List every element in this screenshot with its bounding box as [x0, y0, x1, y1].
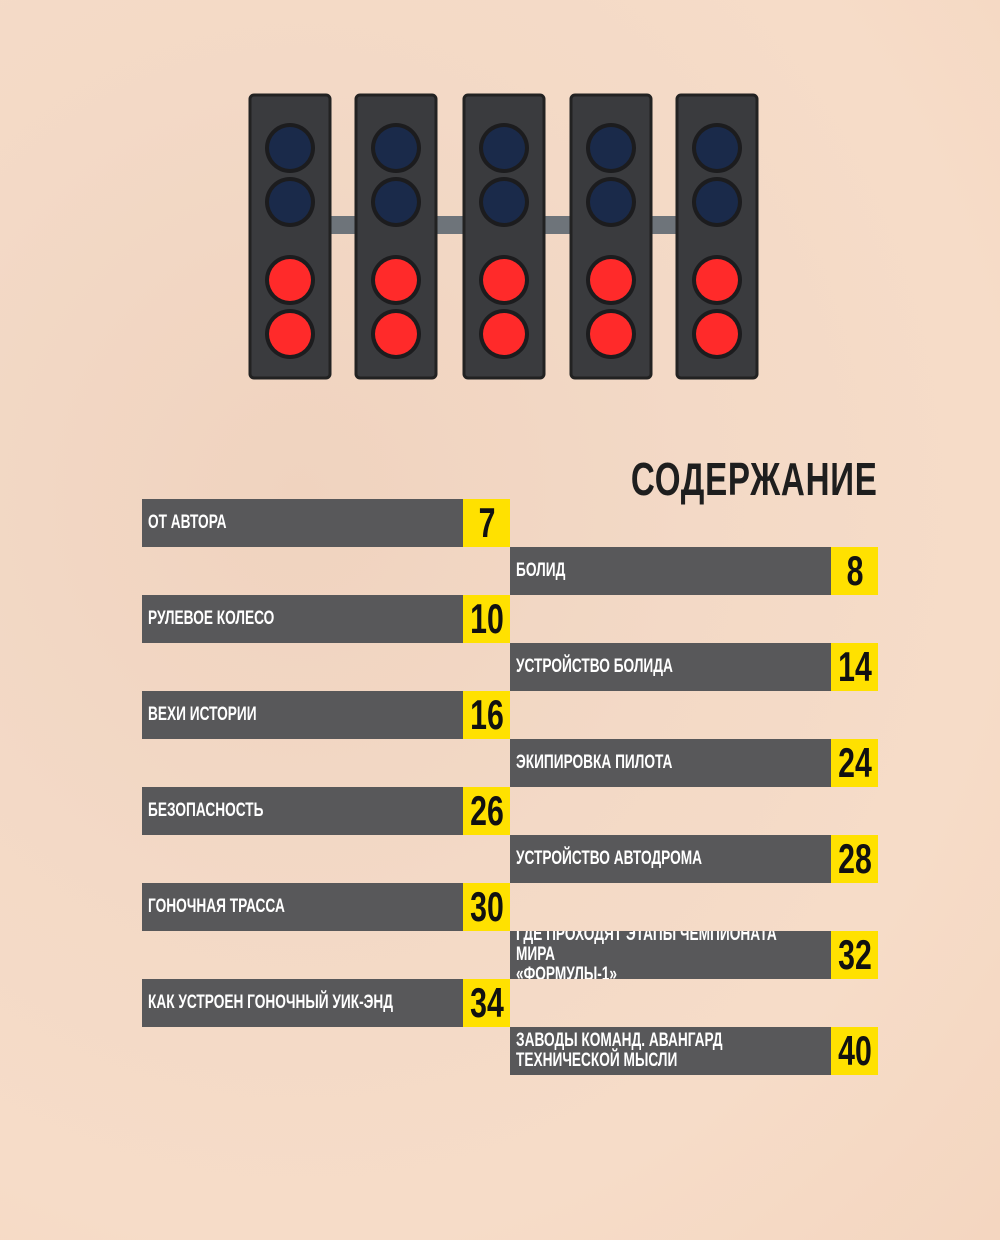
entry-title-text: ВЕХИ ИСТОРИИ	[148, 704, 257, 725]
entry-title-text: УСТРОЙСТВО АВТОДРОМА	[516, 848, 703, 869]
entry-title: КАК УСТРОЕН ГОНОЧНЫЙ УИК-ЭНД	[142, 979, 463, 1027]
traffic-lights-illustration	[248, 93, 759, 380]
red-light	[590, 313, 632, 355]
traffic-light-icon	[569, 93, 653, 380]
blue-light	[269, 127, 311, 169]
red-light	[590, 259, 632, 301]
toc-entry[interactable]: ВЕХИ ИСТОРИИ 16	[142, 691, 510, 739]
red-light	[375, 313, 417, 355]
page-number-text: 24	[837, 739, 872, 786]
entry-title-text: БОЛИД	[516, 560, 566, 581]
page-number-text: 32	[837, 931, 872, 978]
red-light	[696, 259, 738, 301]
traffic-light-icon	[675, 93, 759, 380]
page-number-text: 30	[469, 883, 504, 930]
page-number: 24	[831, 739, 878, 787]
red-light	[483, 259, 525, 301]
entry-title-text: РУЛЕВОЕ КОЛЕСО	[148, 608, 275, 629]
page-number-text: 14	[837, 643, 872, 690]
blue-light	[696, 127, 738, 169]
traffic-light-icon	[354, 93, 438, 380]
blue-light	[375, 181, 417, 223]
toc-entry[interactable]: ЭКИПИРОВКА ПИЛОТА 24	[510, 739, 878, 787]
page-number: 10	[463, 595, 510, 643]
entry-title: УСТРОЙСТВО БОЛИДА	[510, 643, 831, 691]
entry-title: ВЕХИ ИСТОРИИ	[142, 691, 463, 739]
red-light	[269, 313, 311, 355]
entry-title-text: ОТ АВТОРА	[148, 512, 227, 533]
entry-title-text: УСТРОЙСТВО БОЛИДА	[516, 656, 673, 677]
page-number: 40	[831, 1027, 878, 1075]
page-number-text: 28	[837, 835, 872, 882]
blue-light	[483, 127, 525, 169]
toc-entry[interactable]: БОЛИД 8	[510, 547, 878, 595]
entry-title: ЗАВОДЫ КОМАНД. АВАНГАРД ТЕХНИЧЕСКОЙ МЫСЛ…	[510, 1027, 831, 1075]
entry-title-text: ГДЕ ПРОХОДЯТ ЭТАПЫ ЧЕМПИОНАТА МИРА «ФОРМ…	[516, 931, 777, 979]
page-number: 28	[831, 835, 878, 883]
toc-entry[interactable]: ГОНОЧНАЯ ТРАССА 30	[142, 883, 510, 931]
blue-light	[696, 181, 738, 223]
page-number-text: 34	[469, 979, 504, 1026]
entry-title: ГОНОЧНАЯ ТРАССА	[142, 883, 463, 931]
entry-title: УСТРОЙСТВО АВТОДРОМА	[510, 835, 831, 883]
blue-light	[590, 127, 632, 169]
page-number: 14	[831, 643, 878, 691]
red-light	[269, 259, 311, 301]
page-number: 16	[463, 691, 510, 739]
page-number: 30	[463, 883, 510, 931]
entry-title: БОЛИД	[510, 547, 831, 595]
page-number: 8	[831, 547, 878, 595]
blue-light	[483, 181, 525, 223]
page-number: 32	[831, 931, 878, 979]
toc-entry[interactable]: ГДЕ ПРОХОДЯТ ЭТАПЫ ЧЕМПИОНАТА МИРА «ФОРМ…	[510, 931, 878, 979]
page-number-text: 10	[469, 595, 504, 642]
toc-entry[interactable]: ЗАВОДЫ КОМАНД. АВАНГАРД ТЕХНИЧЕСКОЙ МЫСЛ…	[510, 1027, 878, 1075]
toc-entry[interactable]: БЕЗОПАСНОСТЬ 26	[142, 787, 510, 835]
entry-title: БЕЗОПАСНОСТЬ	[142, 787, 463, 835]
entry-title: ОТ АВТОРА	[142, 499, 463, 547]
page-title: СОДЕРЖАНИЕ	[631, 453, 878, 505]
blue-light	[375, 127, 417, 169]
blue-light	[590, 181, 632, 223]
entry-title: РУЛЕВОЕ КОЛЕСО	[142, 595, 463, 643]
red-light	[375, 259, 417, 301]
entry-title-text: ЭКИПИРОВКА ПИЛОТА	[516, 752, 673, 773]
traffic-light-icon	[462, 93, 546, 380]
toc-entry[interactable]: КАК УСТРОЕН ГОНОЧНЫЙ УИК-ЭНД 34	[142, 979, 510, 1027]
entry-title-text: КАК УСТРОЕН ГОНОЧНЫЙ УИК-ЭНД	[148, 992, 394, 1013]
page-number: 26	[463, 787, 510, 835]
entry-title-text: ЗАВОДЫ КОМАНД. АВАНГАРД ТЕХНИЧЕСКОЙ МЫСЛ…	[516, 1030, 723, 1071]
page-number-text: 26	[469, 787, 504, 834]
entry-title: ГДЕ ПРОХОДЯТ ЭТАПЫ ЧЕМПИОНАТА МИРА «ФОРМ…	[510, 931, 831, 979]
toc-entry[interactable]: УСТРОЙСТВО БОЛИДА 14	[510, 643, 878, 691]
page-number: 34	[463, 979, 510, 1027]
page-number-text: 16	[469, 691, 504, 738]
page-number-text: 7	[478, 499, 495, 546]
page-number: 7	[463, 499, 510, 547]
blue-light	[269, 181, 311, 223]
red-light	[483, 313, 525, 355]
page-number-text: 40	[837, 1027, 872, 1074]
toc-entry[interactable]: УСТРОЙСТВО АВТОДРОМА 28	[510, 835, 878, 883]
entry-title-text: БЕЗОПАСНОСТЬ	[148, 800, 264, 821]
entry-title: ЭКИПИРОВКА ПИЛОТА	[510, 739, 831, 787]
toc-entry[interactable]: ОТ АВТОРА 7	[142, 499, 510, 547]
red-light	[696, 313, 738, 355]
page-number-text: 8	[846, 547, 863, 594]
toc-entry[interactable]: РУЛЕВОЕ КОЛЕСО 10	[142, 595, 510, 643]
entry-title-text: ГОНОЧНАЯ ТРАССА	[148, 896, 285, 917]
traffic-light-icon	[248, 93, 332, 380]
